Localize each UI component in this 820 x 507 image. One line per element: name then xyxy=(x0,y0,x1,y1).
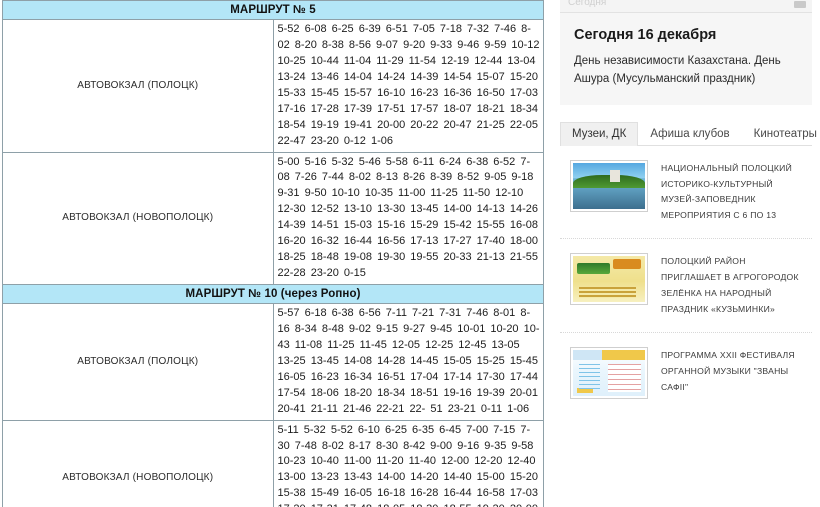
tab-cinemas[interactable]: Кинотеатры xyxy=(753,127,817,140)
today-description: День независимости Казахстана. День Ашур… xyxy=(574,55,781,85)
list-item[interactable]: ПРОГРАММА XXII ФЕСТИВАЛЯ ОРГАННОЙ МУЗЫКИ… xyxy=(560,333,812,413)
list-item[interactable]: НАЦИОНАЛЬНЫЙ ПОЛОЦКИЙ ИСТОРИКО-КУЛЬТУРНЫ… xyxy=(560,146,812,240)
table-row: АВТОВОКЗАЛ (НОВОПОЛОЦК) 5-00 5-16 5-32 5… xyxy=(2,151,544,285)
route-title: МАРШРУТ № 5 xyxy=(2,0,544,20)
route-title: МАРШРУТ № 10 (через Ропно) xyxy=(2,284,544,304)
departure-times: 5-52 6-08 6-25 6-39 6-51 7-05 7-18 7-32 … xyxy=(272,19,544,153)
table-row: АВТОВОКЗАЛ (НОВОПОЛОЦК) 5-11 5-32 5-52 6… xyxy=(2,419,544,507)
schedule-panel: МАРШРУТ № 5 АВТОВОКЗАЛ (ПОЛОЦК) 5-52 6-0… xyxy=(0,0,546,507)
kuzminki-poster-thumbnail[interactable] xyxy=(570,253,648,306)
departure-times: 5-00 5-16 5-32 5-46 5-58 6-11 6-24 6-38 … xyxy=(272,151,544,285)
calendar-icon xyxy=(794,1,806,8)
events-list: НАЦИОНАЛЬНЫЙ ПОЛОЦКИЙ ИСТОРИКО-КУЛЬТУРНЫ… xyxy=(560,146,812,413)
list-item[interactable]: ПОЛОЦКИЙ РАЙОН ПРИГЛАШАЕТ В АГРОГОРОДОК … xyxy=(560,239,812,333)
route-header-row: МАРШРУТ № 10 (через Ропно) xyxy=(2,284,544,304)
stop-name: АВТОВОКЗАЛ (НОВОПОЛОЦК) xyxy=(2,151,274,285)
museum-photo-thumbnail[interactable] xyxy=(570,159,648,212)
sidebar-top-strip: Сегодня xyxy=(560,0,812,13)
table-row: АВТОВОКЗАЛ (ПОЛОЦК) 5-57 6-18 6-38 6-56 … xyxy=(2,303,544,421)
event-title[interactable]: ПОЛОЦКИЙ РАЙОН ПРИГЛАШАЕТ В АГРОГОРОДОК … xyxy=(661,256,799,314)
events-tabs[interactable]: Музеи, ДК Афиша клубов Кинотеатры xyxy=(560,119,817,146)
schedule-table: МАРШРУТ № 5 АВТОВОКЗАЛ (ПОЛОЦК) 5-52 6-0… xyxy=(2,0,544,507)
tab-museums[interactable]: Музеи, ДК xyxy=(560,121,639,146)
stop-name: АВТОВОКЗАЛ (ПОЛОЦК) xyxy=(2,303,274,421)
departure-times: 5-11 5-32 5-52 6-10 6-25 6-35 6-45 7-00 … xyxy=(272,419,544,507)
event-title[interactable]: ПРОГРАММА XXII ФЕСТИВАЛЯ ОРГАННОЙ МУЗЫКИ… xyxy=(661,349,795,392)
route-header-row: МАРШРУТ № 5 xyxy=(2,0,544,20)
tab-clubs[interactable]: Афиша клубов xyxy=(650,127,730,140)
table-row: АВТОВОКЗАЛ (ПОЛОЦК) 5-52 6-08 6-25 6-39 … xyxy=(2,19,544,153)
organ-festival-poster-thumbnail[interactable] xyxy=(570,346,648,399)
departure-times: 5-57 6-18 6-38 6-56 7-11 7-21 7-31 7-46 … xyxy=(272,303,544,421)
stop-name: АВТОВОКЗАЛ (ПОЛОЦК) xyxy=(2,19,274,153)
events-sidebar: Сегодня Сегодня 16 декабря День независи… xyxy=(546,0,820,507)
event-title[interactable]: НАЦИОНАЛЬНЫЙ ПОЛОЦКИЙ ИСТОРИКО-КУЛЬТУРНЫ… xyxy=(661,162,792,221)
sidebar-top-label: Сегодня xyxy=(568,0,607,8)
stop-name: АВТОВОКЗАЛ (НОВОПОЛОЦК) xyxy=(2,419,274,507)
today-title: Сегодня 16 декабря xyxy=(574,27,717,43)
today-panel: Сегодня 16 декабря День независимости Ка… xyxy=(560,13,812,105)
